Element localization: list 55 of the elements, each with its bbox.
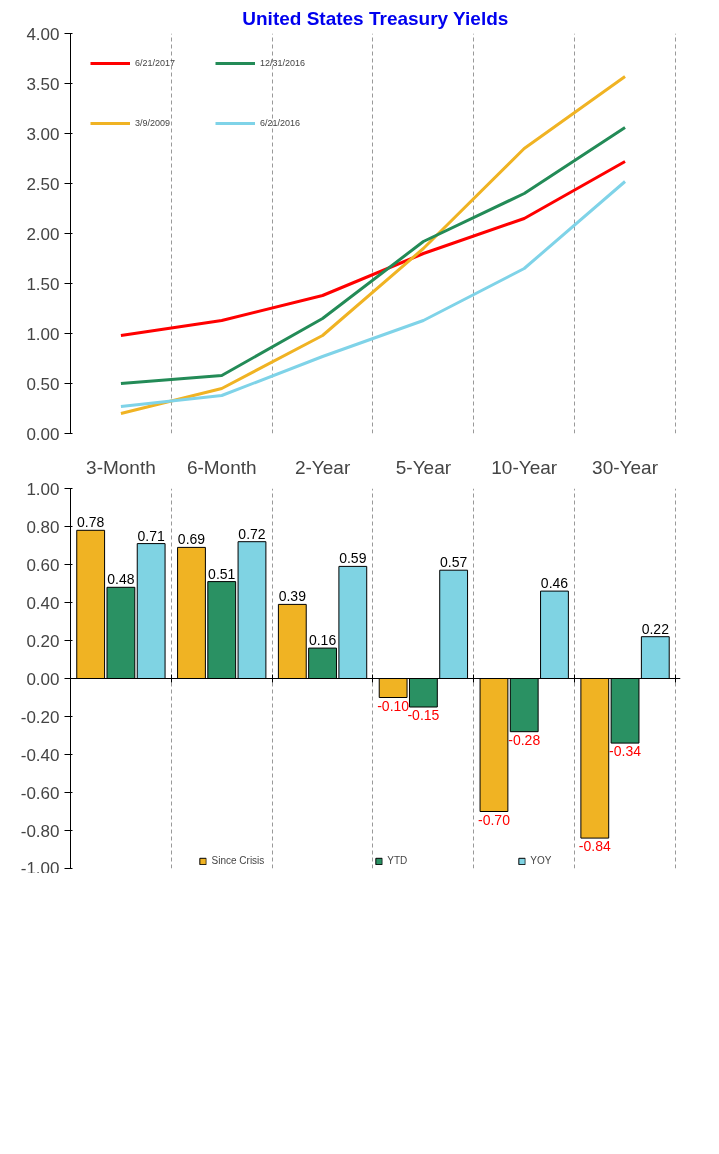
data-label: 0.71 xyxy=(137,527,165,544)
x-tick-label: 10-Year xyxy=(491,456,558,478)
y-tick-label: -0.80 xyxy=(20,821,60,841)
y-tick-label: 2.00 xyxy=(26,224,60,244)
data-label: 0.57 xyxy=(440,554,468,571)
y-tick-label: 0.00 xyxy=(26,424,60,444)
y-tick-label: 2.50 xyxy=(26,174,60,194)
x-tick-label: 5-Year xyxy=(395,456,452,478)
data-label: -0.34 xyxy=(609,743,642,760)
y-tick-label: 1.00 xyxy=(26,479,60,499)
data-label: 0.46 xyxy=(540,575,569,592)
y-tick-label: -0.20 xyxy=(20,707,60,727)
legend-label: 12/31/2016 xyxy=(260,58,306,68)
y-tick-label: -0.40 xyxy=(20,745,60,765)
data-label: 0.59 xyxy=(339,550,367,567)
data-label: 0.22 xyxy=(641,620,670,637)
data-label: 0.69 xyxy=(177,531,206,548)
y-tick-label: -1.00 xyxy=(20,858,60,878)
y-tick-label: 0.00 xyxy=(26,669,60,689)
line-series xyxy=(119,160,627,337)
y-tick-label: -0.60 xyxy=(20,783,60,803)
data-label: -0.84 xyxy=(578,838,611,855)
y-tick-label: 0.40 xyxy=(26,593,60,613)
line-series xyxy=(119,126,627,385)
y-tick-label: 3.50 xyxy=(26,74,60,94)
line-series xyxy=(119,75,627,415)
x-tick-label: 3-Month xyxy=(86,456,156,478)
y-tick-label: 0.80 xyxy=(26,517,60,537)
legend-label: YOY xyxy=(530,855,552,866)
x-tick-label: 6-Month xyxy=(186,456,257,478)
y-tick-label: 0.20 xyxy=(26,631,60,651)
data-label: 0.39 xyxy=(278,588,307,605)
data-label: -0.10 xyxy=(377,697,410,714)
data-label: -0.28 xyxy=(508,731,541,748)
y-tick-label: 3.00 xyxy=(26,124,60,144)
y-tick-label: 1.00 xyxy=(26,324,60,344)
y-tick-label: 0.60 xyxy=(26,555,60,575)
legend-label: YTD xyxy=(387,855,408,866)
data-label: 0.78 xyxy=(77,514,105,531)
y-tick-label: 0.50 xyxy=(26,374,60,394)
y-tick-label: 4.00 xyxy=(26,24,60,44)
data-label: -0.70 xyxy=(478,811,511,828)
chart-title: United States Treasury Yields xyxy=(242,7,509,29)
x-tick-label: 2-Year xyxy=(294,456,351,478)
data-label: 0.51 xyxy=(208,565,236,582)
x-tick-label: 30-Year xyxy=(592,456,659,478)
legend-label: 6/21/2016 xyxy=(260,118,301,128)
legend-label: 6/21/2017 xyxy=(135,58,176,68)
legend-label: 3/9/2009 xyxy=(135,118,171,128)
data-label: 0.16 xyxy=(308,632,337,649)
line-series xyxy=(119,180,627,408)
y-tick-label: 1.50 xyxy=(26,274,60,294)
legend-label: Since Crisis xyxy=(211,855,265,866)
data-label: 0.72 xyxy=(238,525,266,542)
data-label: 0.48 xyxy=(107,571,135,588)
